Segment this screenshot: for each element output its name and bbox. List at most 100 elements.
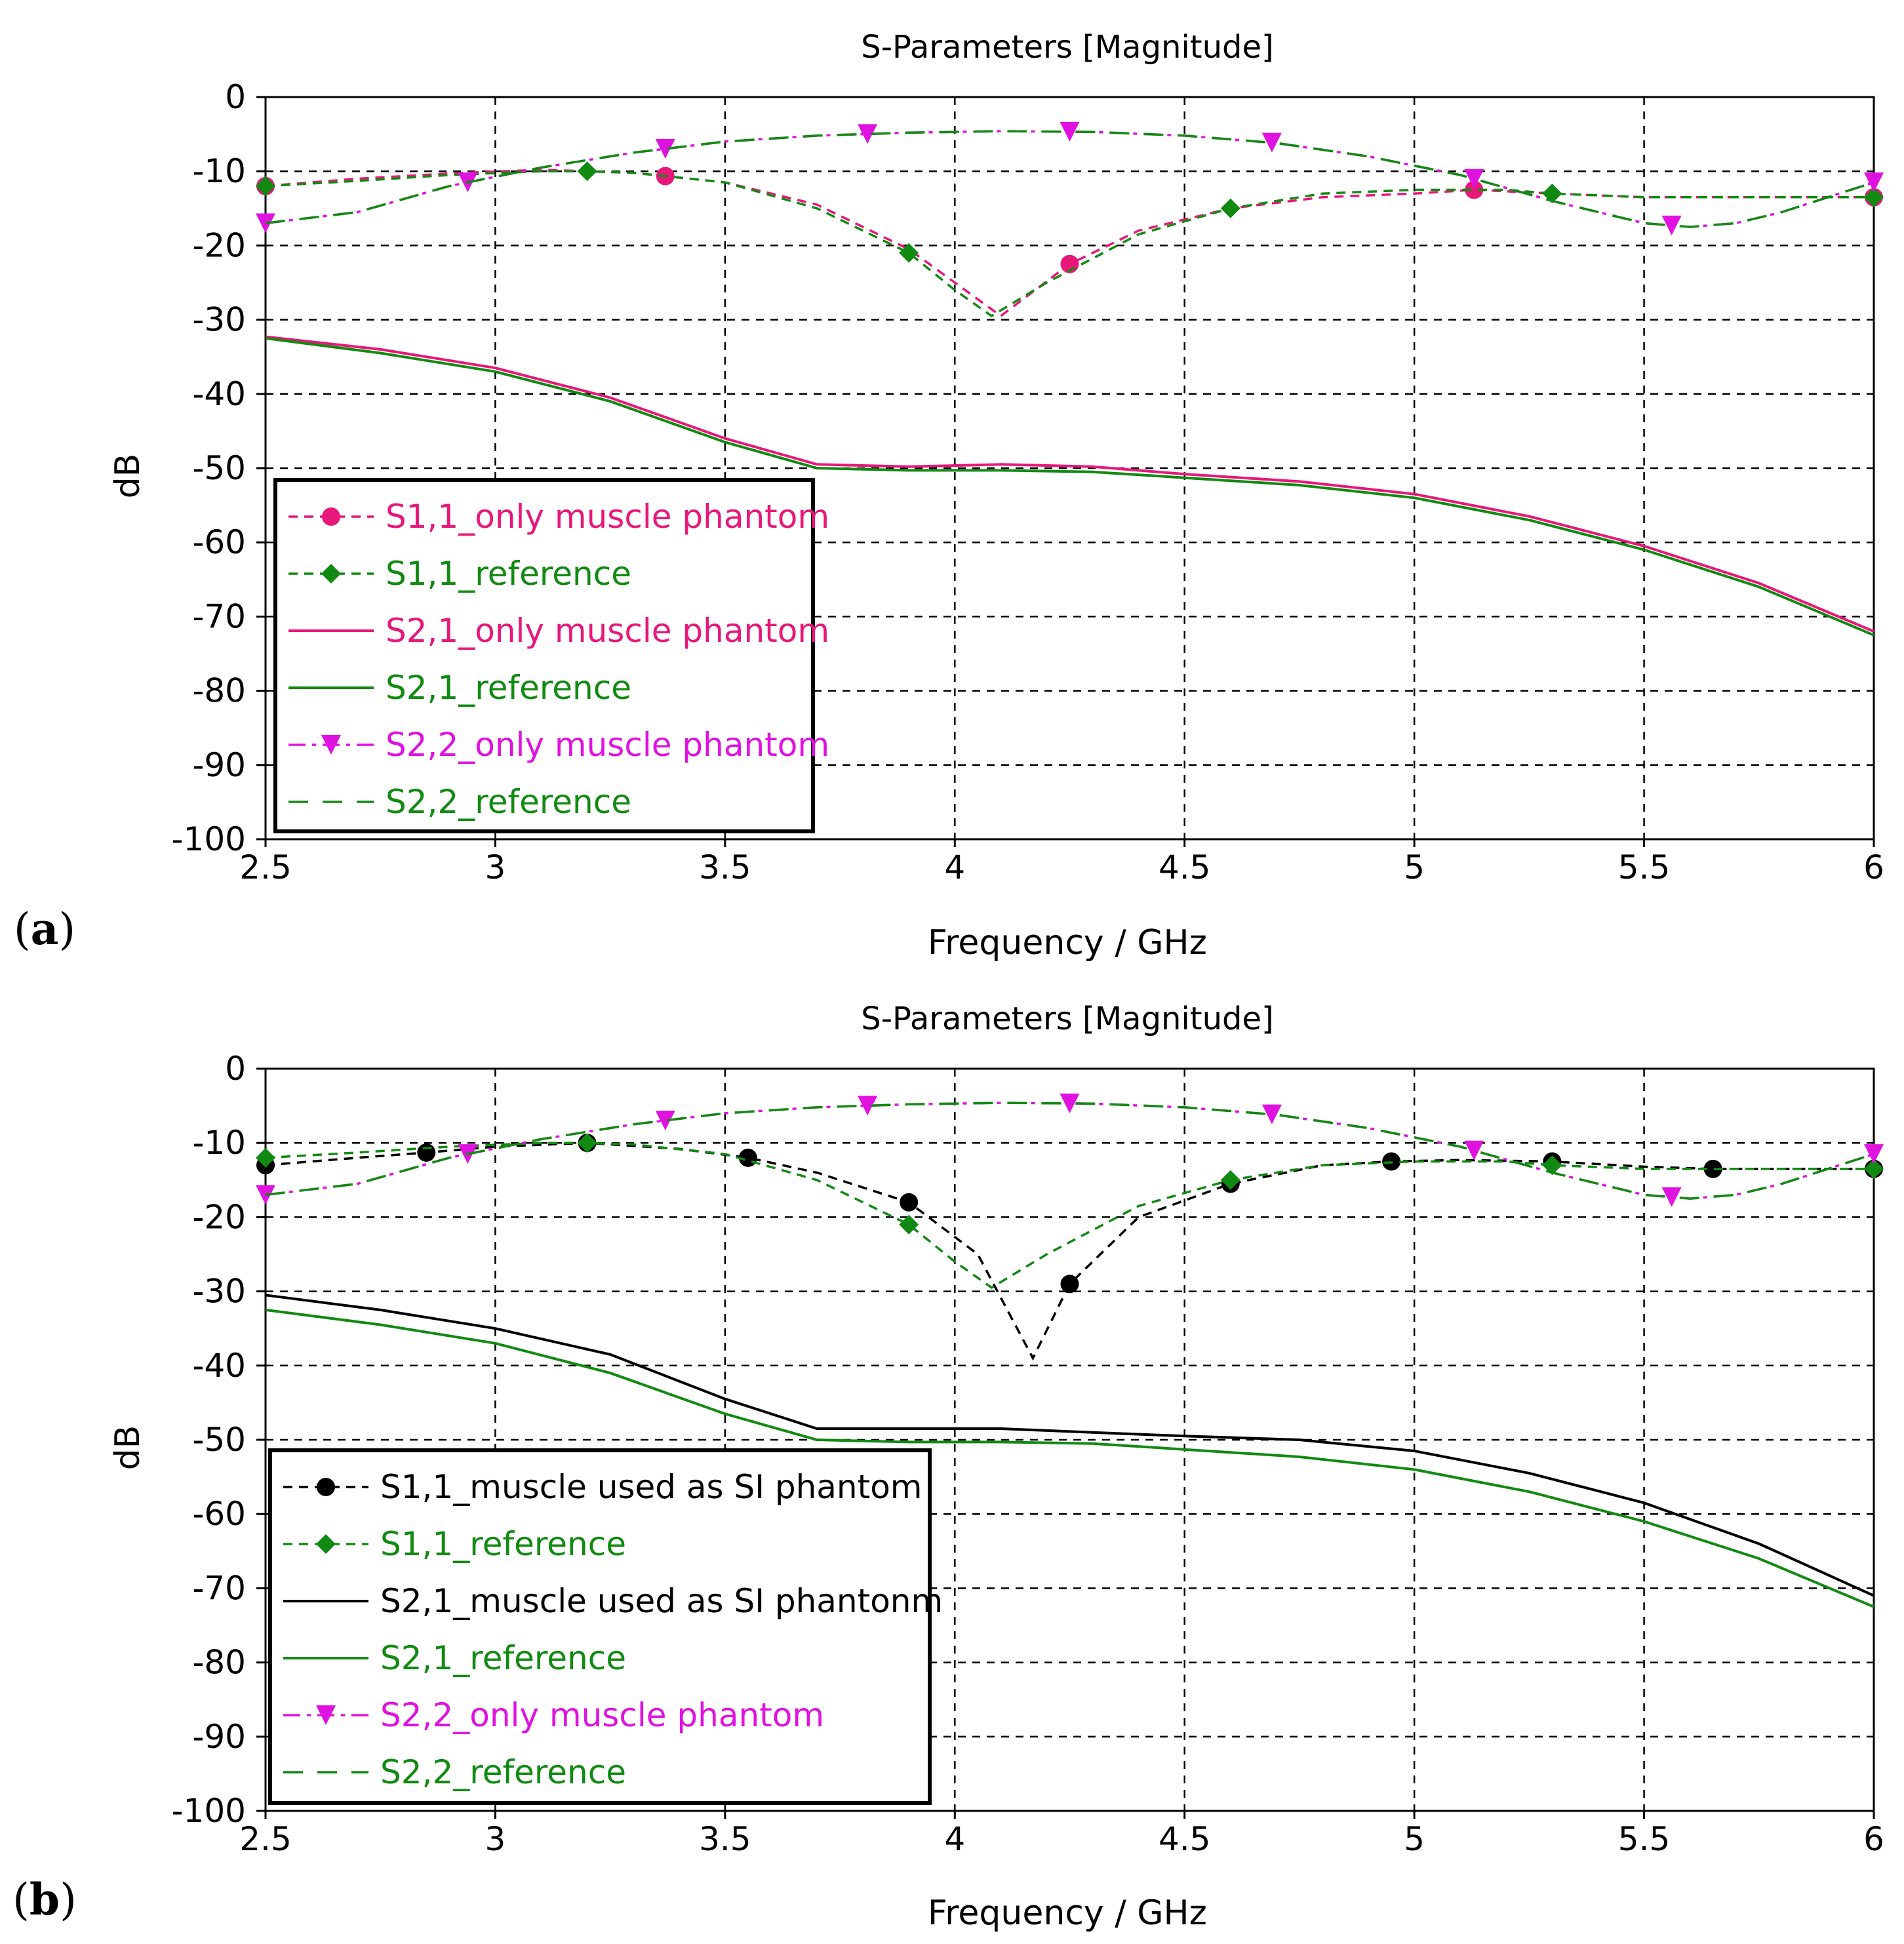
- series-marker: [1464, 169, 1484, 189]
- panel-label: (a): [14, 903, 75, 955]
- series-line: [265, 1141, 1874, 1361]
- y-tick-label: -100: [172, 820, 246, 858]
- series-marker: [256, 176, 275, 196]
- y-tick-label: -20: [192, 226, 246, 264]
- series-line: [265, 1294, 1874, 1597]
- y-tick-label: -70: [192, 1569, 246, 1607]
- legend-label: S2,1_reference: [380, 1639, 626, 1677]
- series-marker: [1661, 215, 1682, 235]
- series-marker: [1464, 1140, 1484, 1160]
- legend-label: S2,1_only muscle phantom: [386, 612, 829, 650]
- series-marker: [899, 1214, 919, 1235]
- y-tick-label: -50: [192, 1421, 246, 1459]
- x-tick-label: 6: [1863, 1820, 1884, 1858]
- x-tick-label: 5.5: [1618, 1820, 1671, 1858]
- y-tick-label: -20: [192, 1198, 246, 1236]
- series-marker: [1864, 172, 1884, 193]
- series-line: [265, 130, 1874, 228]
- y-tick-label: -90: [192, 746, 246, 784]
- x-tick-label: 6: [1863, 848, 1884, 886]
- legend-label: S1,1_only muscle phantom: [386, 498, 829, 536]
- legend-marker: [317, 1478, 335, 1496]
- series-line: [265, 336, 1874, 637]
- legend-marker: [322, 507, 340, 526]
- series-line: [265, 1308, 1874, 1608]
- x-tick-label: 4: [944, 848, 965, 886]
- series-marker: [256, 1147, 275, 1168]
- x-tick-label: 3.5: [699, 848, 751, 886]
- series-line: [265, 1101, 1874, 1200]
- y-tick-label: -80: [192, 672, 246, 710]
- series-marker: [858, 1096, 878, 1116]
- y-tick-label: -80: [192, 1644, 246, 1682]
- chart-title: S-Parameters [Magnitude]: [861, 1001, 1274, 1037]
- y-tick-label: -50: [192, 449, 246, 487]
- x-tick-label: 5.5: [1618, 848, 1671, 886]
- x-tick-label: 5: [1404, 848, 1425, 886]
- series-marker: [858, 124, 878, 144]
- series-marker: [1060, 1093, 1080, 1113]
- y-tick-label: -60: [192, 523, 246, 561]
- legend-box: [268, 1448, 932, 1805]
- series-line: [265, 1101, 1874, 1200]
- series-marker: [1703, 1159, 1722, 1178]
- series-marker: [1261, 132, 1282, 153]
- y-tick-label: -70: [192, 597, 246, 635]
- series-line: [265, 130, 1874, 228]
- panel-letter: b: [30, 1874, 60, 1925]
- x-axis-label: Frequency / GHz: [928, 923, 1207, 962]
- series-marker: [256, 1185, 275, 1205]
- legend-box: [273, 478, 815, 833]
- legend-marker: [316, 1705, 336, 1725]
- y-tick-label: -90: [192, 1718, 246, 1756]
- legend-marker: [316, 1534, 336, 1554]
- chart-panel-a: S-Parameters [Magnitude] dB Frequency / …: [14, 29, 1884, 962]
- chart-title: S-Parameters [Magnitude]: [861, 29, 1274, 66]
- y-tick-label: 0: [225, 1050, 246, 1088]
- y-tick-label: -40: [192, 1347, 246, 1385]
- series-marker: [655, 1110, 675, 1130]
- y-tick-label: -100: [172, 1792, 246, 1830]
- x-tick-label: 2.5: [239, 848, 292, 886]
- y-tick-label: -10: [192, 152, 246, 190]
- series-marker: [1864, 1159, 1884, 1179]
- series-line: [265, 335, 1874, 633]
- legend-label: S1,1_reference: [380, 1525, 626, 1563]
- series-marker: [1220, 198, 1240, 218]
- series-marker: [1864, 1144, 1884, 1164]
- panel-letter: a: [31, 903, 59, 955]
- series-marker: [1864, 187, 1884, 207]
- y-tick-label: 0: [225, 78, 246, 116]
- x-tick-label: 2.5: [239, 1820, 292, 1858]
- series-marker: [900, 1193, 919, 1212]
- series-line: [265, 169, 1874, 318]
- legend-label: S2,1_reference: [386, 669, 631, 707]
- series-marker: [1060, 121, 1080, 142]
- series-marker: [1220, 1170, 1240, 1190]
- legend-marker: [321, 564, 341, 584]
- series-marker: [256, 213, 275, 233]
- legend-label: S1,1_reference: [386, 555, 631, 593]
- legend-label: S2,2_only muscle phantom: [380, 1696, 824, 1734]
- series-line: [265, 1141, 1874, 1289]
- x-axis-label: Frequency / GHz: [928, 1894, 1207, 1933]
- x-tick-label: 4.5: [1159, 848, 1211, 886]
- y-tick-label: -40: [192, 375, 246, 413]
- chart-panel-b: S-Parameters [Magnitude] dB Frequency / …: [12, 1001, 1884, 1933]
- series-marker: [577, 1133, 597, 1153]
- legend-label: S2,2_reference: [380, 1753, 626, 1791]
- series-marker: [1465, 180, 1484, 199]
- x-tick-label: 4: [944, 1820, 965, 1858]
- x-tick-label: 4.5: [1159, 1820, 1211, 1858]
- y-tick-label: -60: [192, 1495, 246, 1533]
- legend-label: S2,2_only muscle phantom: [386, 726, 829, 764]
- x-tick-label: 5: [1404, 1820, 1425, 1858]
- series-marker: [417, 1143, 436, 1162]
- series-marker: [1060, 1275, 1079, 1294]
- x-tick-label: 3: [485, 848, 506, 886]
- y-tick-label: -10: [192, 1124, 246, 1162]
- series-marker: [899, 243, 919, 263]
- legend-label: S2,1_muscle used as SI phantonm: [380, 1582, 943, 1620]
- y-tick-label: -30: [192, 1273, 246, 1311]
